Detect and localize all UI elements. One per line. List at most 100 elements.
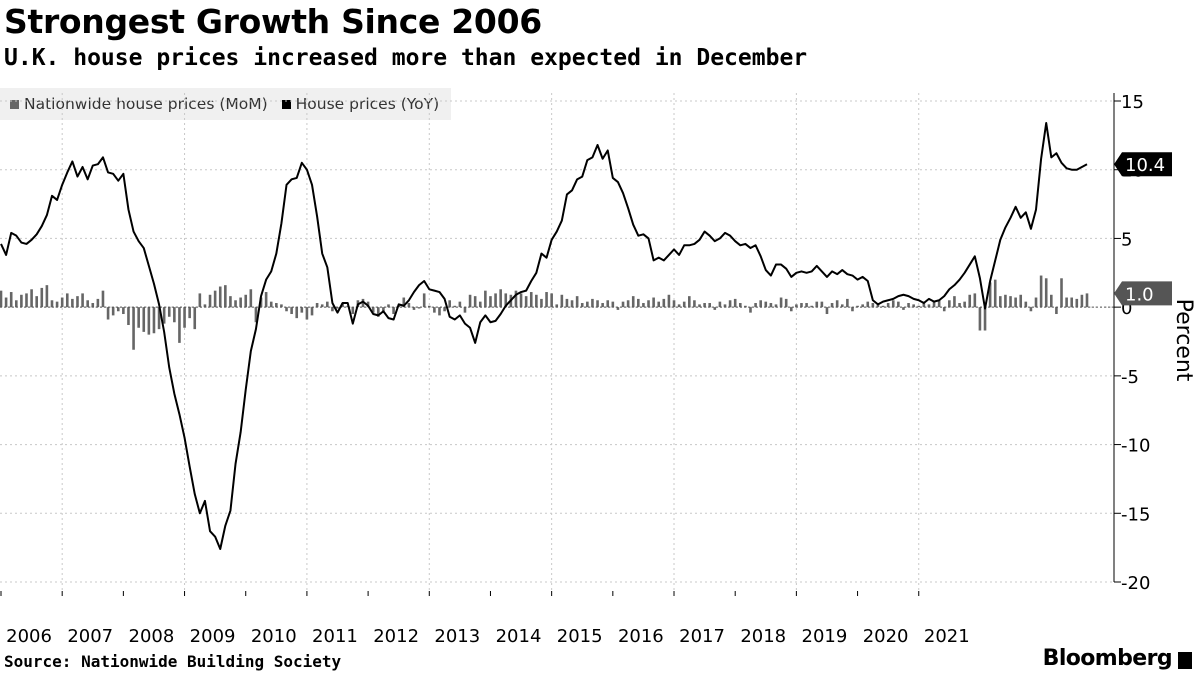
mom-bar <box>111 307 115 316</box>
mom-bar <box>1085 293 1089 308</box>
legend-item-mom[interactable]: Nationwide house prices (MoM) <box>10 95 268 113</box>
mom-bar <box>540 298 543 308</box>
yoy-last-value-box <box>1114 152 1172 177</box>
mom-bar <box>789 307 793 312</box>
mom-bar <box>846 298 849 308</box>
mom-bar <box>978 307 982 331</box>
mom-bar <box>698 304 701 308</box>
mom-bar <box>1034 297 1038 308</box>
mom-bar <box>142 307 146 332</box>
mom-bar <box>244 294 248 308</box>
mom-bar <box>427 305 431 308</box>
mom-bar <box>662 298 666 308</box>
mom-bar <box>907 303 910 308</box>
y-tick-label: 15 <box>1121 92 1144 113</box>
mom-bar <box>856 305 859 308</box>
mom-bar <box>249 289 253 308</box>
mom-bar <box>351 307 355 315</box>
mom-bar <box>591 298 594 308</box>
mom-bar <box>326 301 329 308</box>
mom-bar <box>422 293 426 308</box>
x-tick-label: 2018 <box>740 626 786 647</box>
mom-bar <box>912 304 915 308</box>
mom-bar <box>106 307 110 320</box>
x-tick-label: 2012 <box>373 626 419 647</box>
mom-bar <box>937 300 941 308</box>
mom-bar <box>830 303 834 308</box>
mom-bar <box>193 307 197 330</box>
mom-bar <box>60 297 64 308</box>
mom-bar <box>331 307 334 312</box>
mom-bar <box>1019 294 1023 308</box>
mom-bar <box>178 307 181 343</box>
x-tick-label: 2015 <box>557 626 603 647</box>
mom-bar <box>96 298 100 308</box>
mom-bar <box>1044 278 1048 308</box>
mom-bar <box>881 305 885 308</box>
mom-bar <box>968 294 972 308</box>
mom-last-value-box <box>1114 281 1172 306</box>
mom-bar <box>800 303 803 308</box>
mom-bar <box>147 307 151 335</box>
mom-bar <box>1039 275 1043 308</box>
mom-bar <box>40 287 44 308</box>
mom-bar <box>30 289 33 308</box>
mom-bar <box>611 301 615 308</box>
mom-bar <box>866 301 870 308</box>
mom-bar <box>183 307 186 328</box>
mom-bar <box>336 307 339 309</box>
chart-legend: Nationwide house prices (MoM) House pric… <box>0 88 452 120</box>
mom-bar <box>754 303 757 308</box>
mom-bar <box>580 303 584 308</box>
mom-bar <box>902 307 905 310</box>
chart-gridlines <box>0 93 1114 590</box>
mom-bar <box>550 293 553 308</box>
mom-bar <box>1024 301 1028 308</box>
mom-bar <box>672 300 676 308</box>
mom-bar <box>443 307 446 312</box>
mom-bar <box>1029 307 1033 312</box>
x-tick-label: 2007 <box>67 626 113 647</box>
mom-bar <box>917 305 921 308</box>
mom-bar <box>764 301 768 308</box>
mom-bar <box>376 307 380 317</box>
mom-bar <box>616 307 620 310</box>
legend-item-yoy[interactable]: House prices (YoY) <box>281 95 439 113</box>
mom-bar <box>0 290 3 308</box>
mom-bar <box>213 290 217 308</box>
mom-bar <box>81 293 84 308</box>
mom-bar <box>173 307 176 323</box>
legend-label-mom: Nationwide house prices (MoM) <box>24 95 268 113</box>
x-tick-label: 2006 <box>6 626 52 647</box>
x-tick-label: 2008 <box>129 626 175 647</box>
mom-bar <box>805 303 808 308</box>
mom-bar <box>234 300 237 308</box>
mom-bar <box>478 301 482 308</box>
legend-swatch-yoy <box>281 99 291 109</box>
mom-bar-series <box>0 275 1089 350</box>
mom-bar <box>188 307 191 319</box>
mom-bar <box>555 304 559 308</box>
mom-bar <box>774 304 778 308</box>
mom-bar <box>586 301 589 308</box>
mom-bar <box>682 301 686 308</box>
mom-bar <box>484 290 487 308</box>
mom-bar <box>744 305 747 308</box>
source-note: Source: Nationwide Building Society <box>4 652 342 671</box>
mom-bar <box>519 293 523 308</box>
mom-bar <box>494 293 497 308</box>
mom-bar <box>688 296 691 308</box>
mom-bar <box>728 300 732 308</box>
mom-bar <box>254 307 258 323</box>
mom-bar <box>667 294 671 308</box>
mom-bar <box>1070 297 1074 308</box>
mom-last-value-label: 1.0 <box>1125 284 1154 305</box>
mom-bar <box>167 307 171 317</box>
mom-bar <box>575 296 579 308</box>
mom-bar <box>412 307 416 310</box>
mom-bar <box>810 305 813 308</box>
mom-bar <box>953 296 956 308</box>
mom-bar <box>871 303 875 308</box>
mom-bar <box>387 304 390 308</box>
